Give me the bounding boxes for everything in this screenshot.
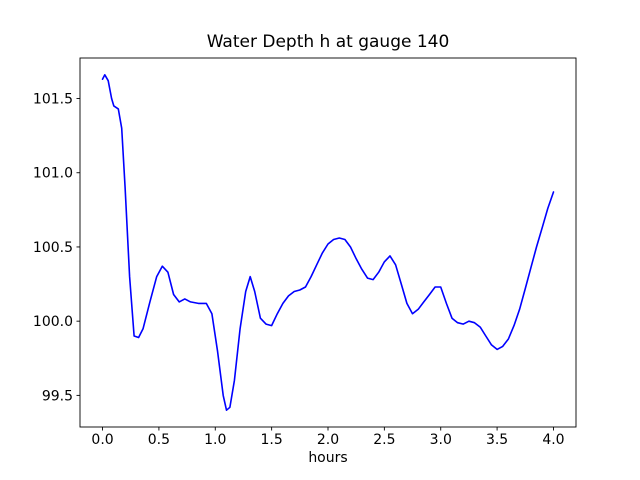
water-depth-line (101, 74, 555, 411)
y-tick-label: 101.5 (33, 92, 73, 108)
y-tick-label: 101.0 (33, 166, 73, 182)
y-tick-label: 100.5 (33, 240, 73, 256)
x-tick-label: 2.5 (373, 432, 395, 448)
y-tick-label: 99.5 (42, 388, 73, 404)
axes-frame (79, 57, 577, 428)
x-tick-label: 1.5 (261, 432, 283, 448)
chart-title: Water Depth h at gauge 140 (207, 32, 450, 52)
x-tick-label: 2.0 (317, 432, 339, 448)
x-tick-label: 0.5 (148, 432, 170, 448)
x-axis-label: hours (308, 450, 347, 466)
x-tick-label: 1.0 (204, 432, 226, 448)
x-tick-label: 4.0 (542, 432, 564, 448)
x-tick-label: 0.0 (91, 432, 113, 448)
x-tick-label: 3.0 (430, 432, 452, 448)
y-tick-label: 100.0 (33, 314, 73, 330)
x-tick-label: 3.5 (486, 432, 508, 448)
